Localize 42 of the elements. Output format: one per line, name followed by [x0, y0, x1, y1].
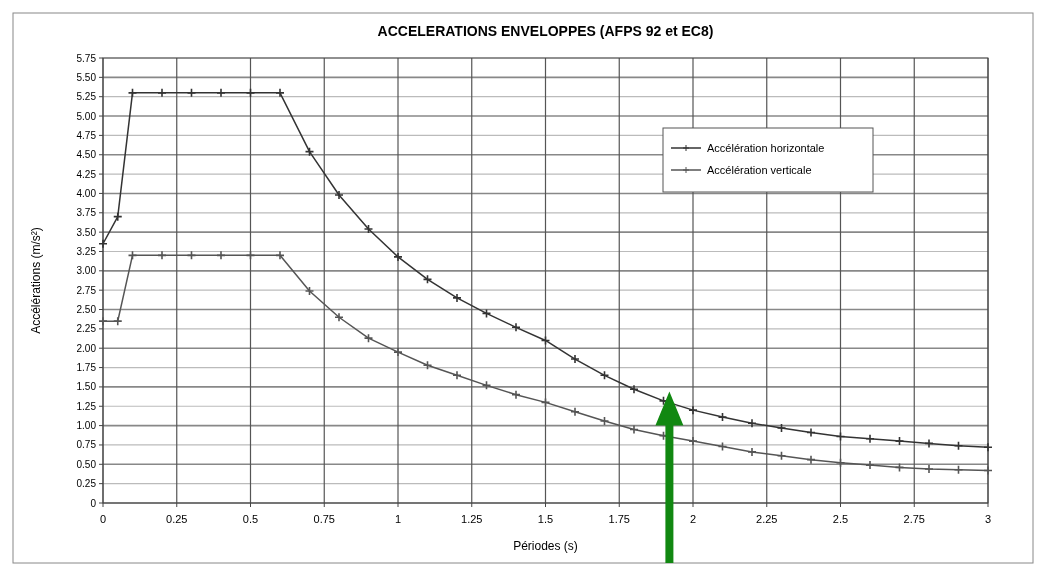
x-tick-label: 1.25	[461, 513, 483, 525]
y-axis-title: Accélérations (m/s²)	[29, 227, 43, 334]
x-tick-label: 0	[99, 513, 107, 525]
x-tick-label: 2.75	[903, 513, 925, 525]
y-tick-label: 2.75	[76, 284, 97, 296]
x-tick-label: 3	[984, 513, 992, 525]
x-axis-title: Périodes (s)	[513, 539, 578, 553]
y-tick-label: 2.25	[76, 323, 97, 335]
x-tick-label: 1	[394, 513, 402, 525]
x-tick-label: 2	[689, 513, 697, 525]
legend-label: Accélération horizontale	[707, 141, 825, 154]
y-tick-label: 4.25	[76, 168, 97, 180]
y-tick-label: 3.25	[76, 245, 97, 257]
y-tick-label: 2.00	[76, 342, 97, 354]
y-tick-label: 3.00	[76, 265, 97, 277]
legend-label: Accélération verticale	[707, 163, 812, 176]
y-tick-label: 5.25	[76, 91, 97, 103]
y-tick-label: 0.25	[76, 478, 97, 490]
y-tick-label: 5.50	[76, 71, 97, 83]
y-tick-label: 4.75	[76, 129, 97, 141]
y-tick-label: 1.50	[76, 381, 97, 393]
y-tick-label: 4.00	[76, 187, 97, 199]
y-tick-label: 0.75	[76, 439, 97, 451]
x-tick-label: 0.5	[242, 513, 259, 525]
y-tick-label: 5.00	[76, 110, 97, 122]
y-tick-label: 1.00	[76, 420, 97, 432]
x-tick-label: 2.25	[756, 513, 778, 525]
x-tick-label: 0.75	[313, 513, 335, 525]
x-tick-label: 0.25	[166, 513, 188, 525]
y-tick-label: 1.25	[76, 400, 97, 412]
y-tick-label: 4.50	[76, 149, 97, 161]
y-tick-label: 3.75	[76, 207, 97, 219]
y-tick-label: 3.50	[76, 226, 97, 238]
y-tick-label: 0	[90, 497, 97, 509]
chart-title: ACCELERATIONS ENVELOPPES (AFPS 92 et EC8)	[377, 23, 714, 39]
y-tick-label: 0.50	[76, 458, 97, 470]
x-tick-label: 1.75	[608, 513, 630, 525]
y-tick-label: 1.75	[76, 362, 97, 374]
y-tick-label: 5.75	[76, 52, 97, 64]
x-tick-label: 2.5	[832, 513, 849, 525]
x-tick-label: 1.5	[537, 513, 554, 525]
y-tick-label: 2.50	[76, 304, 97, 316]
